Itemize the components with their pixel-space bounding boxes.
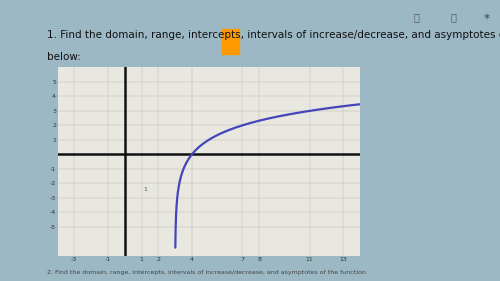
- Text: 1. Find the domain, range, intercepts, intervals of incr​ease/decrease, and asym: 1. Find the domain, range, intercepts, i…: [47, 30, 500, 40]
- Text: ✶: ✶: [482, 12, 490, 22]
- Text: 2. Find the domain, range, intercepts, intervals of increase/decrease, and asymp: 2. Find the domain, range, intercepts, i…: [47, 270, 366, 275]
- Text: ⧉: ⧉: [451, 12, 456, 22]
- Text: ⭐: ⭐: [414, 12, 420, 22]
- Bar: [222, 29, 239, 54]
- Text: below:: below:: [47, 53, 80, 62]
- Text: 1: 1: [143, 187, 147, 192]
